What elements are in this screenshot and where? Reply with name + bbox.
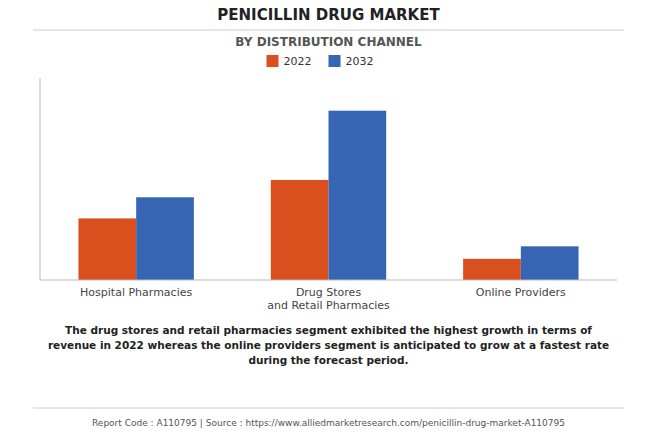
text-line: Hospital Pharmacies xyxy=(80,286,192,299)
annotation: The drug stores and retail pharmacies se… xyxy=(48,324,609,366)
text-line: The drug stores and retail pharmacies se… xyxy=(65,324,592,336)
legend-label: 2022 xyxy=(284,55,312,68)
legend: 2022 2032 xyxy=(267,55,374,68)
legend-label: 2032 xyxy=(346,55,374,68)
text-line: and Retail Pharmacies xyxy=(267,299,390,312)
bar xyxy=(136,197,194,280)
title: PENICILLIN DRUG MARKET xyxy=(217,6,440,24)
text-line: Drug Stores xyxy=(296,286,362,299)
legend-swatch xyxy=(267,55,279,67)
y-axis-line xyxy=(40,78,41,280)
bars xyxy=(78,111,578,280)
separator xyxy=(33,408,624,409)
subtitle: BY DISTRIBUTION CHANNEL xyxy=(235,35,422,49)
x-tick-label: Hospital Pharmacies xyxy=(80,286,192,299)
bar xyxy=(271,180,329,280)
x-tick-label: Online Providers xyxy=(476,286,566,299)
chart-svg: PENICILLIN DRUG MARKET BY DISTRIBUTION CH… xyxy=(0,0,657,444)
text-line: Online Providers xyxy=(476,286,566,299)
x-tick-label: Drug Storesand Retail Pharmacies xyxy=(267,286,390,312)
separator xyxy=(33,30,624,31)
text-line: Report Code : A110795 | Source : https:/… xyxy=(92,418,565,428)
bar xyxy=(329,111,387,280)
bar xyxy=(463,259,521,280)
footer: Report Code : A110795 | Source : https:/… xyxy=(92,418,565,428)
legend-swatch xyxy=(329,55,341,67)
chart-container: PENICILLIN DRUG MARKET BY DISTRIBUTION CH… xyxy=(0,0,657,444)
bar xyxy=(521,246,579,280)
text-line: during the forecast period. xyxy=(248,354,408,366)
x-axis-line xyxy=(40,280,617,281)
bar xyxy=(78,218,136,280)
text-line: revenue in 2022 whereas the online provi… xyxy=(48,339,609,351)
